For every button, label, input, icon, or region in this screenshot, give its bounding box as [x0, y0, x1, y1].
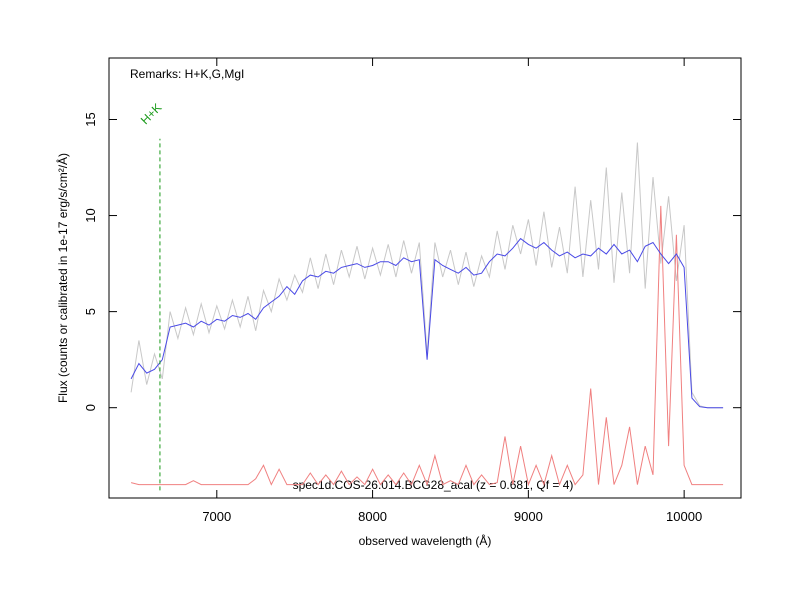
x-tick-label: 7000: [202, 509, 231, 524]
y-tick-label: 0: [83, 404, 98, 411]
y-tick-label: 15: [83, 112, 98, 126]
spectrum-line: [130, 205, 724, 487]
remarks: Remarks: H+K,G,MgI: [130, 67, 244, 81]
spectrum-line: [130, 142, 724, 409]
spectrum-line: [130, 237, 724, 409]
y-axis-label: Flux (counts or calibrated in 1e-17 erg/…: [55, 153, 70, 403]
x-axis-label: observed wavelength (Å): [359, 533, 492, 548]
y-tick-label: 10: [83, 208, 98, 222]
y-tick-label: 5: [83, 308, 98, 315]
x-tick-label: 10000: [666, 509, 702, 524]
plot-frame: [108, 57, 742, 499]
x-tick-label: 8000: [358, 509, 387, 524]
x-tick-label: 9000: [514, 509, 543, 524]
annotation-label: H+K: [138, 101, 165, 128]
caption: spec1d.COS-26.014.BCG28_acal (z = 0.681,…: [293, 478, 574, 492]
